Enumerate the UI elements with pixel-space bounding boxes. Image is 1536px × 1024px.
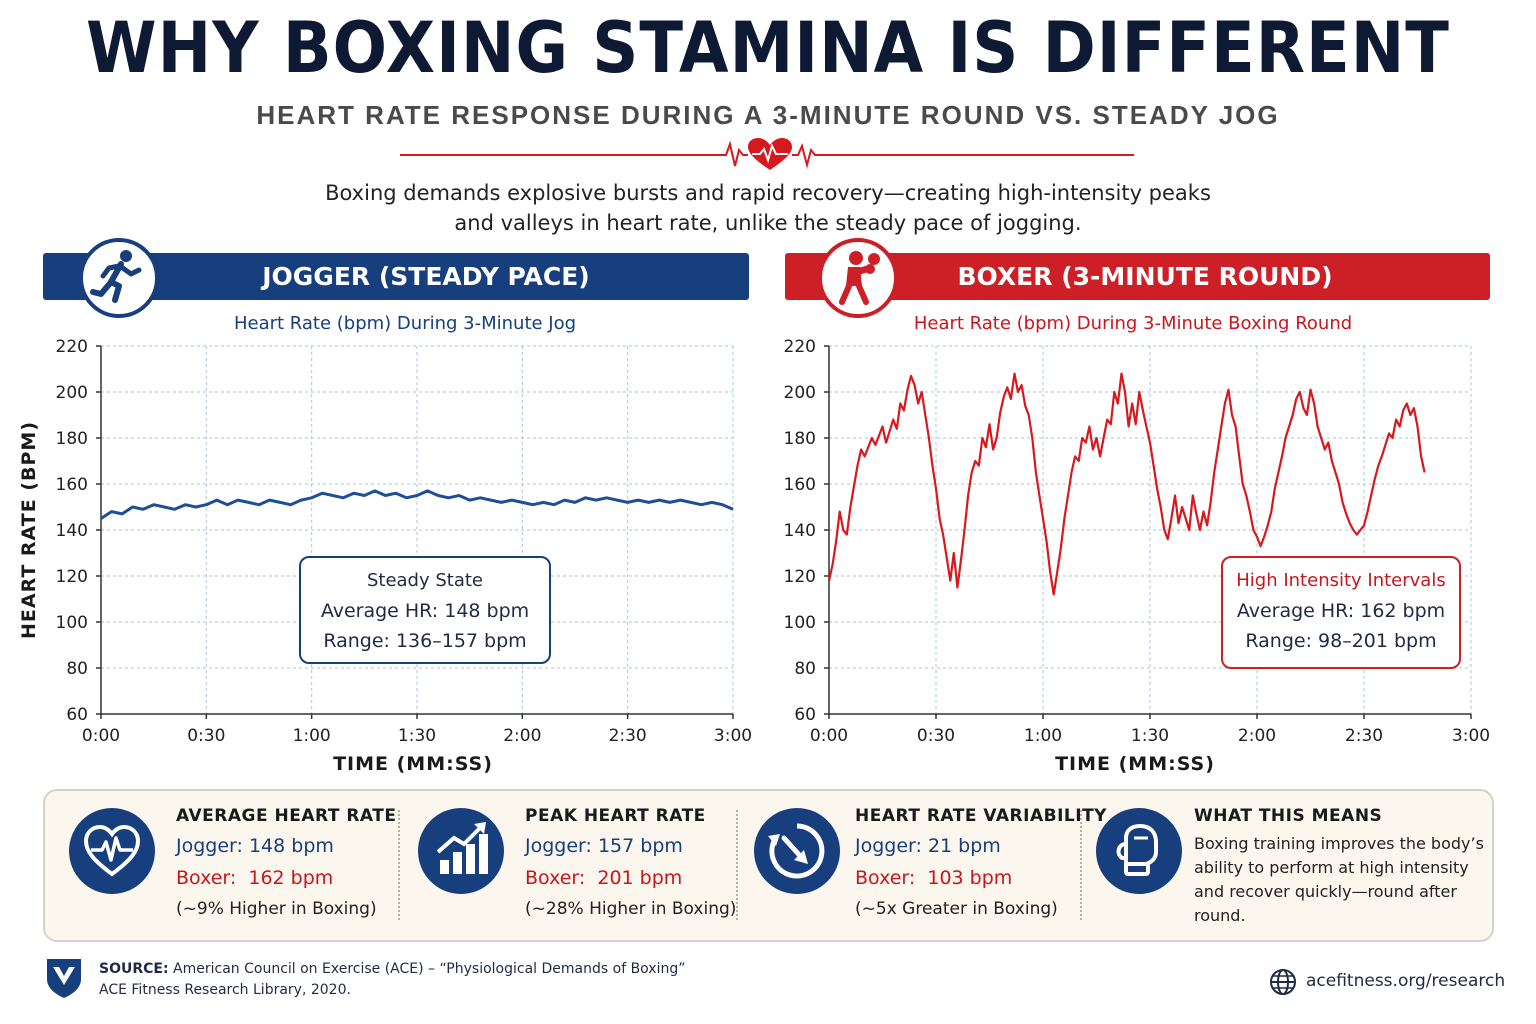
y-tick-label: 140 <box>784 521 816 541</box>
boxer-icon <box>839 251 880 305</box>
x-tick-label: 1:00 <box>293 726 331 746</box>
stat-boxer-peak: Boxer: 201 bpm <box>525 867 683 889</box>
stat-boxer-average: Boxer: 162 bpm <box>176 867 334 889</box>
y-tick-label: 80 <box>66 659 88 679</box>
boxer-info-average: Average HR: 162 bpm <box>1236 600 1446 622</box>
stat-icon-peak <box>418 808 504 894</box>
stat-separator <box>398 810 400 920</box>
y-tick-label: 220 <box>56 337 88 357</box>
jogger-header: JOGGER (STEADY PACE) <box>43 253 749 300</box>
x-tick-label: 1:00 <box>1024 726 1062 746</box>
y-tick-label: 200 <box>784 383 816 403</box>
runner-icon <box>90 250 142 303</box>
y-tick-label: 60 <box>66 705 88 725</box>
y-tick-label: 100 <box>56 613 88 633</box>
boxer-info-box: High Intensity Intervals Average HR: 162… <box>1221 556 1461 669</box>
x-tick-label: 0:00 <box>82 726 120 746</box>
y-tick-label: 80 <box>794 659 816 679</box>
boxer-header: BOXER (3-MINUTE ROUND) <box>785 253 1490 300</box>
source-citation: SOURCE: American Council on Exercise (AC… <box>99 959 686 1001</box>
stat-note-variability: (~5x Greater in Boxing) <box>855 899 1058 919</box>
jogger-info-range: Range: 136–157 bpm <box>323 630 527 652</box>
intro-line-2: and valleys in heart rate, unlike the st… <box>454 211 1082 235</box>
bar-chart-icon <box>436 822 488 874</box>
stat-title-average: AVERAGE HEART RATE <box>176 806 397 826</box>
stat-title-variability: HEART RATE VARIABILITY <box>855 806 1107 826</box>
stat-icon-variability <box>754 808 840 894</box>
boxer-badge <box>818 238 898 318</box>
source-label: SOURCE: <box>99 961 169 977</box>
ace-shield-logo <box>47 959 81 998</box>
stat-desc-line: and recover quickly—round after <box>1194 882 1457 901</box>
x-tick-label: 2:00 <box>503 726 541 746</box>
jogger-info-average: Average HR: 148 bpm <box>320 600 530 622</box>
y-tick-label: 220 <box>784 337 816 357</box>
x-axis-label: TIME (MM:SS) <box>1055 753 1215 775</box>
heartbeat-divider <box>400 138 1134 170</box>
stat-desc-line: round. <box>1194 906 1246 925</box>
stat-icon-meaning <box>1096 808 1182 894</box>
x-tick-label: 1:30 <box>398 726 436 746</box>
y-tick-label: 60 <box>794 705 816 725</box>
y-tick-label: 160 <box>784 475 816 495</box>
y-tick-label: 120 <box>56 567 88 587</box>
jogger-chart-title: Heart Rate (bpm) During 3-Minute Jog <box>233 313 577 334</box>
stat-desc-line: Boxing training improves the body’s <box>1194 834 1484 853</box>
y-tick-label: 140 <box>56 521 88 541</box>
page-subtitle: HEART RATE RESPONSE DURING A 3-MINUTE RO… <box>256 100 1280 130</box>
boxing-glove-icon <box>1116 824 1158 876</box>
stat-separator <box>736 810 738 920</box>
stat-boxer-variability: Boxer: 103 bpm <box>855 867 1013 889</box>
stat-separator <box>1080 810 1082 920</box>
x-tick-label: 3:00 <box>714 726 752 746</box>
stat-desc-meaning: Boxing training improves the body’s abil… <box>1194 832 1484 928</box>
gauge-icon <box>768 823 825 879</box>
y-tick-label: 200 <box>56 383 88 403</box>
jogger-info-box: Steady State Average HR: 148 bpm Range: … <box>299 556 551 664</box>
x-tick-label: 3:00 <box>1452 726 1490 746</box>
jogger-info-title: Steady State <box>366 570 484 591</box>
stat-note-peak: (~28% Higher in Boxing) <box>525 899 737 919</box>
series-line <box>827 372 1426 596</box>
y-tick-label: 100 <box>784 613 816 633</box>
x-axis-label: TIME (MM:SS) <box>333 753 493 775</box>
source-url[interactable]: acefitness.org/research <box>1306 971 1506 991</box>
y-tick-label: 120 <box>784 567 816 587</box>
x-tick-label: 2:30 <box>609 726 647 746</box>
y-tick-label: 160 <box>56 475 88 495</box>
stat-desc-line: ability to perform at high intensity <box>1194 858 1469 877</box>
stat-title-peak: PEAK HEART RATE <box>525 806 706 826</box>
series-line <box>100 489 734 520</box>
boxer-heart-rate-chart: 60 80 100 120 140 160 180 200 220 0:00 0:30 1:00 1:3… <box>784 337 1491 775</box>
y-axis-label: HEART RATE (BPM) <box>18 421 40 639</box>
x-tick-label: 2:00 <box>1238 726 1276 746</box>
boxer-chart-title: Heart Rate (bpm) During 3-Minute Boxing … <box>913 313 1353 334</box>
x-tick-label: 1:30 <box>1131 726 1169 746</box>
stat-jogger-peak: Jogger: 157 bpm <box>525 835 683 857</box>
page-title: WHY BOXING STAMINA IS DIFFERENT <box>86 8 1450 90</box>
x-tick-label: 0:30 <box>187 726 225 746</box>
intro-line-1: Boxing demands explosive bursts and rapi… <box>325 181 1211 205</box>
boxer-info-range: Range: 98–201 bpm <box>1245 630 1437 652</box>
globe-icon <box>1270 969 1296 995</box>
jogger-badge <box>79 238 159 318</box>
heart-pulse-icon <box>83 824 141 877</box>
y-tick-label: 180 <box>784 429 816 449</box>
y-tick-label: 180 <box>56 429 88 449</box>
stat-note-average: (~9% Higher in Boxing) <box>176 899 377 919</box>
source-text: American Council on Exercise (ACE) – “Ph… <box>173 961 686 977</box>
source-line-2: ACE Fitness Research Library, 2020. <box>99 982 351 998</box>
stat-jogger-average: Jogger: 148 bpm <box>176 835 334 857</box>
boxer-info-title: High Intensity Intervals <box>1236 570 1446 591</box>
x-tick-label: 0:30 <box>917 726 955 746</box>
stat-title-meaning: WHAT THIS MEANS <box>1194 806 1383 826</box>
stat-jogger-variability: Jogger: 21 bpm <box>855 835 1001 857</box>
intro-text: Boxing demands explosive bursts and rapi… <box>0 178 1536 238</box>
x-tick-label: 0:00 <box>810 726 848 746</box>
x-tick-label: 2:30 <box>1345 726 1383 746</box>
stat-icon-average <box>69 808 155 894</box>
